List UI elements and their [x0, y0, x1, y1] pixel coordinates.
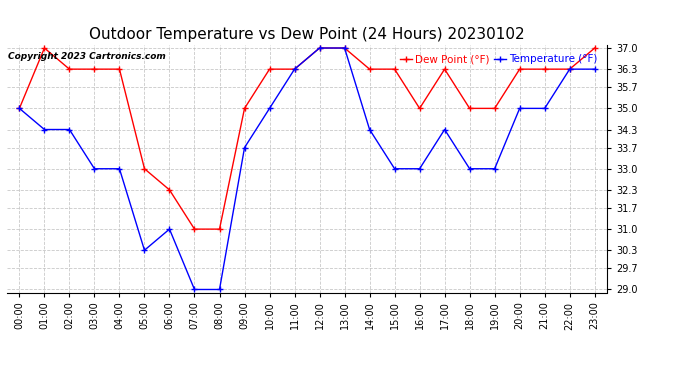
Dew Point (°F): [540, 67, 549, 71]
Text: Copyright 2023 Cartronics.com: Copyright 2023 Cartronics.com: [8, 53, 166, 62]
Dew Point (°F): [340, 46, 348, 50]
Legend: Dew Point (°F), Temperature (°F): Dew Point (°F), Temperature (°F): [395, 50, 602, 69]
Temperature (°F): [140, 248, 148, 252]
Temperature (°F): [90, 166, 99, 171]
Temperature (°F): [40, 127, 48, 132]
Line: Temperature (°F): Temperature (°F): [17, 45, 598, 292]
Dew Point (°F): [240, 106, 248, 111]
Dew Point (°F): [90, 67, 99, 71]
Temperature (°F): [215, 287, 224, 292]
Dew Point (°F): [566, 67, 574, 71]
Temperature (°F): [391, 166, 399, 171]
Dew Point (°F): [140, 166, 148, 171]
Temperature (°F): [415, 166, 424, 171]
Line: Dew Point (°F): Dew Point (°F): [17, 45, 598, 232]
Dew Point (°F): [440, 67, 449, 71]
Dew Point (°F): [166, 188, 174, 192]
Dew Point (°F): [215, 227, 224, 231]
Temperature (°F): [115, 166, 124, 171]
Temperature (°F): [66, 127, 74, 132]
Temperature (°F): [266, 106, 274, 111]
Temperature (°F): [166, 227, 174, 231]
Dew Point (°F): [290, 67, 299, 71]
Temperature (°F): [566, 67, 574, 71]
Temperature (°F): [15, 106, 23, 111]
Dew Point (°F): [40, 46, 48, 50]
Temperature (°F): [591, 67, 599, 71]
Temperature (°F): [340, 46, 348, 50]
Dew Point (°F): [115, 67, 124, 71]
Temperature (°F): [466, 166, 474, 171]
Dew Point (°F): [591, 46, 599, 50]
Dew Point (°F): [366, 67, 374, 71]
Dew Point (°F): [466, 106, 474, 111]
Dew Point (°F): [415, 106, 424, 111]
Temperature (°F): [491, 166, 499, 171]
Temperature (°F): [540, 106, 549, 111]
Temperature (°F): [366, 127, 374, 132]
Dew Point (°F): [515, 67, 524, 71]
Dew Point (°F): [266, 67, 274, 71]
Dew Point (°F): [66, 67, 74, 71]
Dew Point (°F): [190, 227, 199, 231]
Dew Point (°F): [491, 106, 499, 111]
Temperature (°F): [315, 46, 324, 50]
Dew Point (°F): [15, 106, 23, 111]
Temperature (°F): [515, 106, 524, 111]
Dew Point (°F): [391, 67, 399, 71]
Temperature (°F): [240, 146, 248, 150]
Dew Point (°F): [315, 46, 324, 50]
Temperature (°F): [440, 127, 449, 132]
Temperature (°F): [290, 67, 299, 71]
Title: Outdoor Temperature vs Dew Point (24 Hours) 20230102: Outdoor Temperature vs Dew Point (24 Hou…: [89, 27, 525, 42]
Temperature (°F): [190, 287, 199, 292]
